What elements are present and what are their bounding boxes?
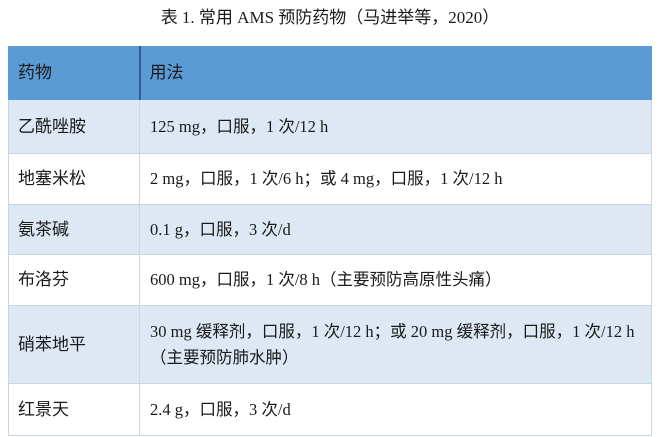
table-caption: 表 1. 常用 AMS 预防药物（马进举等，2020） bbox=[160, 8, 500, 27]
usage-cell: 2 mg，口服，1 次/6 h；或 4 mg，口服，1 次/12 h bbox=[139, 153, 652, 205]
header-usage: 用法 bbox=[139, 46, 652, 100]
table-row: 硝苯地平 30 mg 缓释剂，口服，1 次/12 h；或 20 mg 缓释剂，口… bbox=[8, 305, 652, 384]
drug-cell: 红景天 bbox=[8, 383, 140, 436]
usage-cell: 30 mg 缓释剂，口服，1 次/12 h；或 20 mg 缓释剂，口服，1 次… bbox=[139, 305, 652, 384]
drug-cell: 布洛芬 bbox=[8, 254, 140, 306]
table-row: 地塞米松 2 mg，口服，1 次/6 h；或 4 mg，口服，1 次/12 h bbox=[8, 153, 652, 205]
usage-cell: 2.4 g，口服，3 次/d bbox=[139, 383, 652, 436]
header-drug: 药物 bbox=[8, 46, 141, 100]
usage-cell: 600 mg，口服，1 次/8 h（主要预防高原性头痛） bbox=[139, 254, 652, 306]
drug-cell: 氨茶碱 bbox=[8, 204, 140, 255]
usage-cell: 0.1 g，口服，3 次/d bbox=[139, 204, 652, 255]
usage-cell: 125 mg，口服，1 次/12 h bbox=[139, 99, 652, 154]
drug-cell: 乙酰唑胺 bbox=[8, 99, 140, 154]
table-row: 乙酰唑胺 125 mg，口服，1 次/12 h bbox=[8, 99, 652, 154]
table-row: 布洛芬 600 mg，口服，1 次/8 h（主要预防高原性头痛） bbox=[8, 254, 652, 306]
table-row: 氨茶碱 0.1 g，口服，3 次/d bbox=[8, 204, 652, 255]
ams-drug-table: 药物 用法 乙酰唑胺 125 mg，口服，1 次/12 h 地塞米松 2 mg，… bbox=[8, 46, 652, 436]
drug-cell: 地塞米松 bbox=[8, 153, 140, 205]
header-row: 药物 用法 bbox=[8, 46, 652, 100]
table-row: 红景天 2.4 g，口服，3 次/d bbox=[8, 383, 652, 436]
drug-cell: 硝苯地平 bbox=[8, 305, 140, 384]
